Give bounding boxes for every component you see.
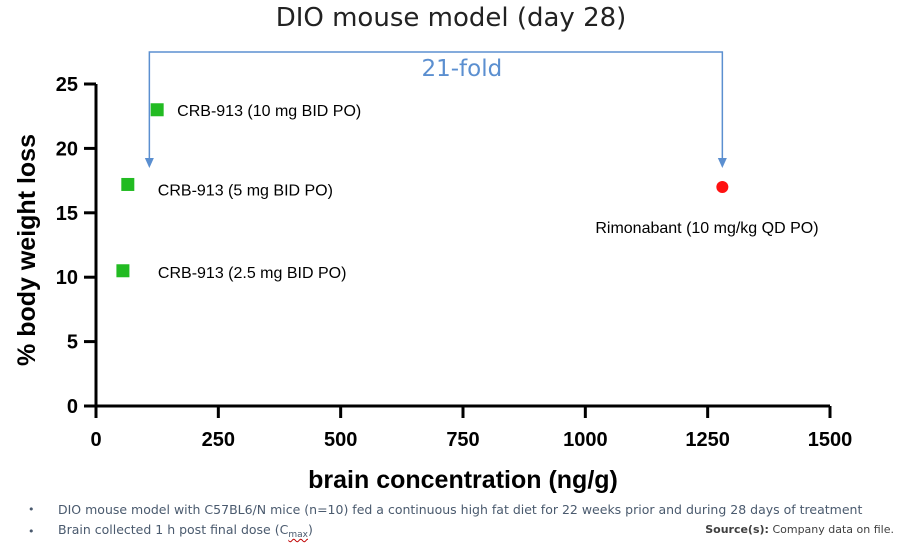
bullet-icon: • [28, 524, 35, 538]
footnote-1-text: DIO mouse model with C57BL6/N mice (n=10… [58, 501, 863, 517]
footnotes: • DIO mouse model with C57BL6/N mice (n=… [28, 498, 898, 542]
x-tick-label: 1500 [808, 429, 853, 451]
rimonabant-label: Rimonabant (10 mg/kg QD PO) [595, 220, 818, 237]
x-axis-label: brain concentration (ng/g) [308, 466, 618, 494]
y-tick-label: 15 [56, 203, 78, 225]
crb-913-point [116, 264, 130, 278]
x-tick-label: 1250 [685, 429, 730, 451]
x-tick-label: 750 [446, 429, 479, 451]
rimonabant-point [716, 181, 729, 194]
footnote-2: • Brain collected 1 h post final dose (C… [28, 520, 898, 542]
y-tick-label: 5 [67, 332, 78, 354]
source-text: Company data on file. [772, 523, 894, 536]
y-axis-label: % body weight loss [13, 134, 41, 366]
chart-title: DIO mouse model (day 28) [276, 3, 627, 33]
crb-913-label: CRB-913 (2.5 mg BID PO) [158, 265, 347, 282]
y-tick-label: 20 [56, 138, 78, 160]
crb-913-point [150, 103, 164, 117]
x-tick-label: 500 [324, 429, 357, 451]
x-tick-label: 1000 [563, 429, 608, 451]
crb-913-label: CRB-913 (10 mg BID PO) [177, 103, 361, 120]
x-tick-label: 250 [202, 429, 235, 451]
y-tick-label: 25 [56, 74, 78, 96]
source-note: Source(s): Company data on file. [705, 523, 894, 536]
x-tick-label: 0 [90, 429, 101, 451]
y-tick-label: 10 [56, 267, 78, 289]
source-label: Source(s): [705, 523, 769, 536]
arrow-left-head-icon [144, 158, 154, 168]
footnote-1: • DIO mouse model with C57BL6/N mice (n=… [28, 498, 898, 520]
cmax-subscript: max [288, 530, 308, 540]
y-tick-label: 0 [67, 396, 78, 418]
crb-913-label: CRB-913 (5 mg BID PO) [158, 182, 333, 199]
annotation-label: 21-fold [421, 56, 502, 82]
arrow-right-head-icon [717, 158, 727, 168]
footnote-2-text: Brain collected 1 h post final dose (Cma… [58, 522, 313, 540]
annotation-bracket [148, 51, 724, 160]
crb-913-point [121, 177, 135, 191]
bullet-icon: • [28, 502, 35, 516]
